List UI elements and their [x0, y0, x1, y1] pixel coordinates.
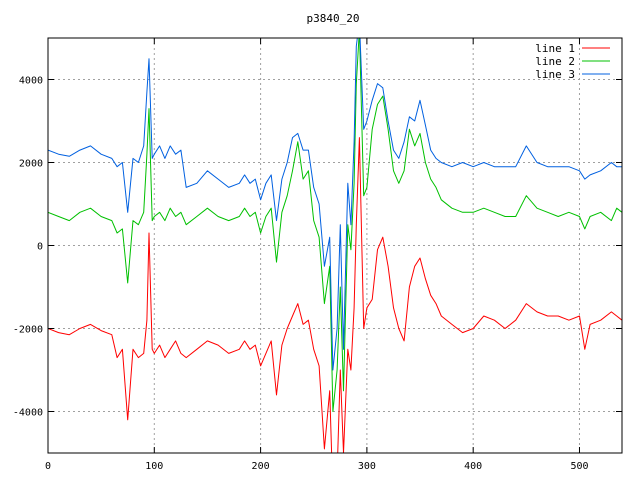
grid-lines [48, 38, 622, 453]
y-tick-label: -2000 [13, 325, 43, 336]
x-tick-label: 100 [145, 461, 163, 472]
x-tick-label: 0 [45, 461, 51, 472]
x-tick-label: 300 [358, 461, 376, 472]
series-line-1 [48, 137, 622, 453]
legend-label-3: line 3 [535, 68, 575, 81]
legend-label-2: line 2 [535, 55, 575, 68]
x-tick-label: 500 [570, 461, 588, 472]
y-tick-label: 2000 [19, 159, 43, 170]
chart-title: p3840_20 [307, 12, 360, 25]
series-lines [48, 38, 622, 453]
y-tick-label: -4000 [13, 408, 43, 419]
series-line-2 [48, 38, 622, 412]
axis-ticks: 0 100 200 300 400 500 -4000 -2000 0 2000 4000 [13, 38, 622, 472]
legend-label-1: line 1 [535, 42, 575, 55]
y-tick-label: 0 [37, 242, 43, 253]
series-line-3 [48, 38, 622, 371]
x-tick-label: 200 [252, 461, 270, 472]
y-tick-label: 4000 [19, 76, 43, 87]
x-tick-label: 400 [464, 461, 482, 472]
